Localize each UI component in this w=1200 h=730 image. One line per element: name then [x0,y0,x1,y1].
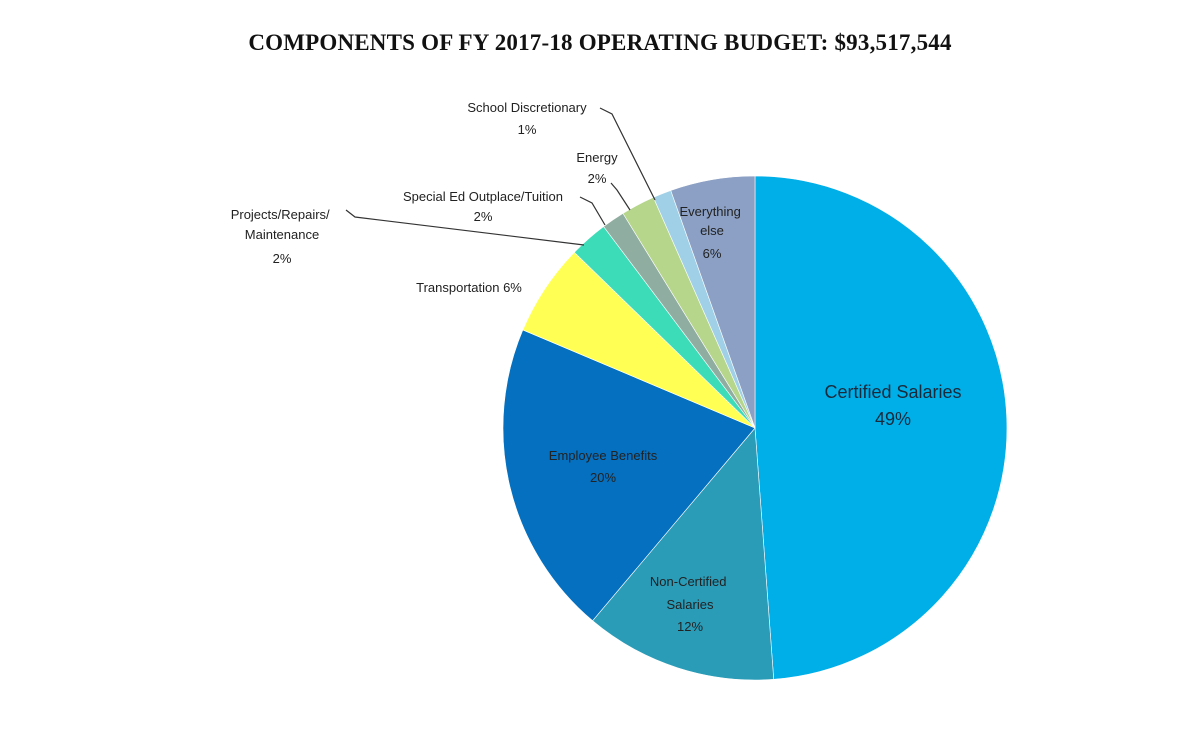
label-employee-benefits: Employee Benefits [549,448,658,463]
value-employee-benefits: 20% [590,470,616,485]
label-everything-else-line1: Everything [679,204,740,219]
label-non-certified-line1: Non-Certified [650,574,727,589]
pie-slice-everything-else [670,175,756,429]
leader-line-projects [345,209,585,246]
leader-line-special-ed [579,196,606,226]
label-transportation: Transportation 6% [416,280,522,295]
label-energy: Energy [576,150,618,165]
label-projects-line2: Maintenance [245,227,319,242]
pie-slices [502,175,1008,681]
leader-lines [345,107,656,246]
value-energy: 2% [588,171,607,186]
pie-slice-certified-salaries [754,175,1008,680]
value-projects-repairs-maintenance: 2% [273,251,292,266]
value-everything-else: 6% [703,246,722,261]
value-non-certified-salaries: 12% [677,619,703,634]
label-everything-else-line2: else [700,223,724,238]
label-school-discretionary: School Discretionary [467,100,587,115]
leader-line-energy [610,182,631,211]
value-school-discretionary: 1% [518,122,537,137]
value-special-ed-outplace-tuition: 2% [474,209,493,224]
value-certified-salaries: 49% [875,409,911,429]
label-everything-else: Everything else [679,204,744,238]
label-non-certified-line2: Salaries [667,597,714,612]
label-non-certified-salaries: Non-Certified Salaries [650,574,730,612]
label-projects-repairs-maintenance: Projects/Repairs/ Maintenance [231,207,334,242]
label-projects-line1: Projects/Repairs/ [231,207,330,222]
chart-title: COMPONENTS OF FY 2017-18 OPERATING BUDGE… [248,30,952,55]
pie-slice-non-certified-salaries [592,427,775,681]
leader-line-school-discretionary [599,107,656,201]
pie-slice-employee-benefits [502,329,756,622]
label-special-ed-outplace-tuition: Special Ed Outplace/Tuition [403,189,563,204]
label-certified-salaries: Certified Salaries [824,382,961,402]
